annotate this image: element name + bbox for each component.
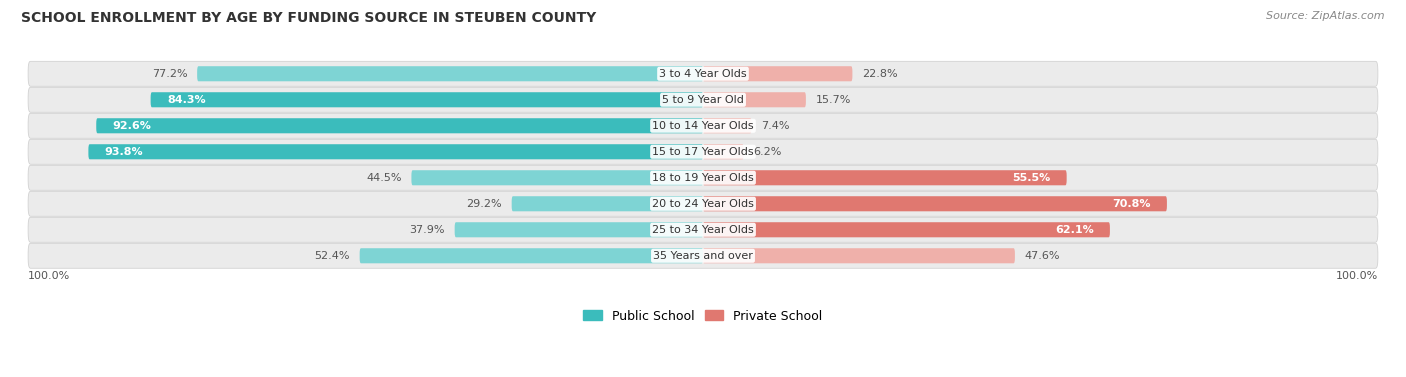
- Text: 15 to 17 Year Olds: 15 to 17 Year Olds: [652, 147, 754, 157]
- FancyBboxPatch shape: [512, 196, 703, 211]
- Text: SCHOOL ENROLLMENT BY AGE BY FUNDING SOURCE IN STEUBEN COUNTY: SCHOOL ENROLLMENT BY AGE BY FUNDING SOUR…: [21, 11, 596, 25]
- Text: 100.0%: 100.0%: [28, 271, 70, 281]
- Text: 7.4%: 7.4%: [761, 121, 790, 131]
- FancyBboxPatch shape: [703, 144, 744, 159]
- FancyBboxPatch shape: [703, 118, 751, 133]
- FancyBboxPatch shape: [703, 248, 1015, 263]
- FancyBboxPatch shape: [28, 113, 1378, 138]
- FancyBboxPatch shape: [703, 196, 1167, 211]
- Text: 37.9%: 37.9%: [409, 225, 444, 235]
- Legend: Public School, Private School: Public School, Private School: [578, 305, 828, 328]
- Text: 10 to 14 Year Olds: 10 to 14 Year Olds: [652, 121, 754, 131]
- Text: 47.6%: 47.6%: [1025, 251, 1060, 261]
- Text: 6.2%: 6.2%: [754, 147, 782, 157]
- Text: 5 to 9 Year Old: 5 to 9 Year Old: [662, 95, 744, 105]
- Text: 100.0%: 100.0%: [1336, 271, 1378, 281]
- Text: 70.8%: 70.8%: [1112, 199, 1150, 209]
- FancyBboxPatch shape: [96, 118, 703, 133]
- FancyBboxPatch shape: [28, 61, 1378, 86]
- FancyBboxPatch shape: [89, 144, 703, 159]
- Text: 77.2%: 77.2%: [152, 69, 187, 79]
- FancyBboxPatch shape: [360, 248, 703, 263]
- FancyBboxPatch shape: [703, 66, 852, 81]
- Text: 92.6%: 92.6%: [112, 121, 152, 131]
- FancyBboxPatch shape: [28, 87, 1378, 112]
- Text: 29.2%: 29.2%: [467, 199, 502, 209]
- FancyBboxPatch shape: [703, 92, 806, 107]
- Text: Source: ZipAtlas.com: Source: ZipAtlas.com: [1267, 11, 1385, 21]
- FancyBboxPatch shape: [28, 165, 1378, 190]
- Text: 22.8%: 22.8%: [862, 69, 898, 79]
- FancyBboxPatch shape: [454, 222, 703, 237]
- Text: 62.1%: 62.1%: [1054, 225, 1094, 235]
- Text: 55.5%: 55.5%: [1012, 173, 1050, 183]
- FancyBboxPatch shape: [150, 92, 703, 107]
- FancyBboxPatch shape: [28, 139, 1378, 164]
- Text: 15.7%: 15.7%: [815, 95, 851, 105]
- Text: 25 to 34 Year Olds: 25 to 34 Year Olds: [652, 225, 754, 235]
- Text: 3 to 4 Year Olds: 3 to 4 Year Olds: [659, 69, 747, 79]
- FancyBboxPatch shape: [412, 170, 703, 185]
- FancyBboxPatch shape: [28, 217, 1378, 242]
- FancyBboxPatch shape: [28, 243, 1378, 268]
- Text: 35 Years and over: 35 Years and over: [652, 251, 754, 261]
- Text: 52.4%: 52.4%: [315, 251, 350, 261]
- Text: 44.5%: 44.5%: [366, 173, 402, 183]
- Text: 93.8%: 93.8%: [105, 147, 143, 157]
- FancyBboxPatch shape: [197, 66, 703, 81]
- FancyBboxPatch shape: [28, 191, 1378, 216]
- Text: 18 to 19 Year Olds: 18 to 19 Year Olds: [652, 173, 754, 183]
- Text: 84.3%: 84.3%: [167, 95, 205, 105]
- FancyBboxPatch shape: [703, 222, 1109, 237]
- FancyBboxPatch shape: [703, 170, 1067, 185]
- Text: 20 to 24 Year Olds: 20 to 24 Year Olds: [652, 199, 754, 209]
